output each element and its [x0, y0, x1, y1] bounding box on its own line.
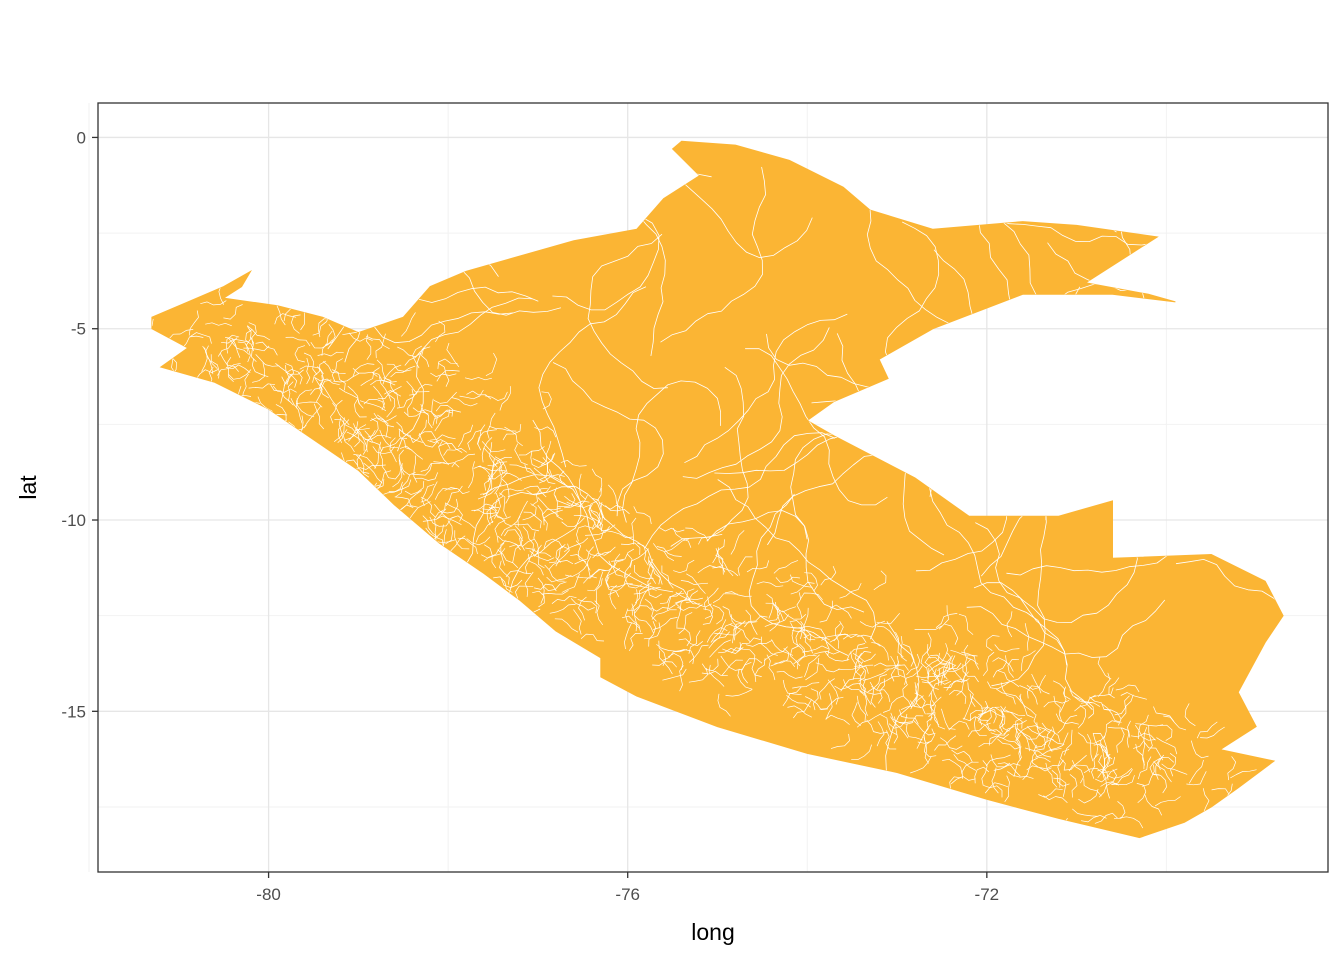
y-tick-label: -15: [61, 702, 86, 721]
y-tick-label: -10: [61, 511, 86, 530]
y-tick-label: -5: [71, 320, 86, 339]
peru-region-shape: [151, 140, 1284, 839]
plot-panel-border: [97, 102, 1329, 873]
x-axis: -80 -76 -72: [256, 872, 999, 904]
x-axis-title: long: [691, 919, 734, 945]
y-axis: 0 -5 -10 -15: [61, 128, 98, 721]
y-axis-title: lat: [15, 475, 41, 500]
x-tick-label: -80: [256, 885, 281, 904]
x-tick-label: -72: [975, 885, 1000, 904]
y-tick-label: 0: [77, 128, 86, 147]
x-tick-label: -76: [615, 885, 640, 904]
